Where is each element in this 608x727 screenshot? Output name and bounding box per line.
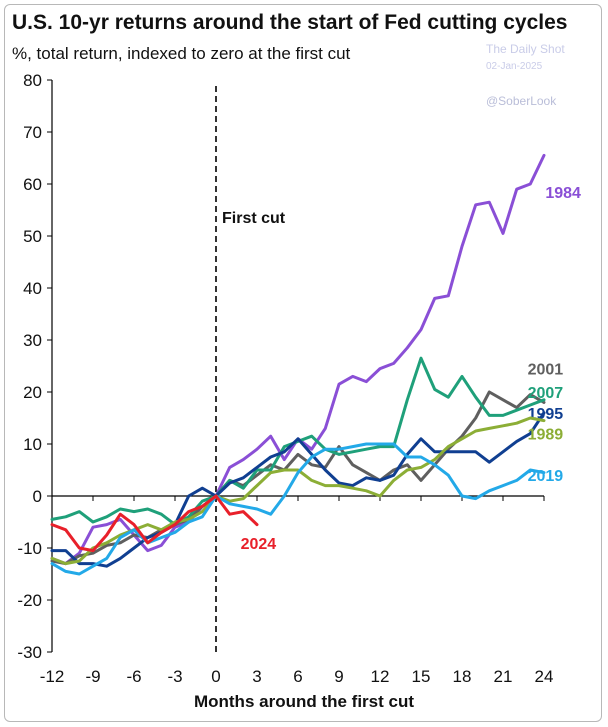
y-tick-label: -20 <box>17 591 42 610</box>
y-tick-label: 0 <box>33 487 42 506</box>
series-line-2007 <box>50 356 546 527</box>
y-tick-label: -30 <box>17 643 42 662</box>
first-cut-annotation: First cut <box>222 210 286 227</box>
y-tick-label: 50 <box>23 227 42 246</box>
series-line-1984 <box>50 153 546 566</box>
y-tick-label: 60 <box>23 175 42 194</box>
x-tick-label: -3 <box>167 667 182 686</box>
x-tick-label: 0 <box>211 667 220 686</box>
series-label-2007: 2007 <box>528 385 564 402</box>
x-tick-label: -9 <box>85 667 100 686</box>
chart-frame <box>4 4 602 722</box>
x-tick-label: 24 <box>535 667 554 686</box>
series-label-2001: 2001 <box>528 362 564 379</box>
series-label-1984: 1984 <box>545 185 581 202</box>
y-tick-label: 80 <box>23 71 42 90</box>
x-tick-label: 12 <box>371 667 390 686</box>
series-line-2024 <box>50 494 259 553</box>
x-tick-label: 18 <box>453 667 472 686</box>
y-tick-label: 20 <box>23 383 42 402</box>
source-watermark: The Daily Shot <box>486 42 565 56</box>
y-tick-label: 70 <box>23 123 42 142</box>
chart-title: U.S. 10-yr returns around the start of F… <box>12 11 568 34</box>
date-watermark: 02-Jan-2025 <box>486 61 543 72</box>
series-line-2019 <box>50 442 546 576</box>
y-tick-label: -10 <box>17 539 42 558</box>
x-tick-label: -12 <box>40 667 65 686</box>
y-tick-label: 40 <box>23 279 42 298</box>
x-tick-label: -6 <box>126 667 141 686</box>
x-tick-label: 15 <box>412 667 431 686</box>
y-tick-label: 30 <box>23 331 42 350</box>
series-line-1995 <box>50 411 546 568</box>
x-axis-label: Months around the first cut <box>193 692 415 711</box>
chart-subtitle: %, total return, indexed to zero at the … <box>12 44 351 63</box>
series-label-2024: 2024 <box>241 536 277 553</box>
y-tick-label: 10 <box>23 435 42 454</box>
x-tick-label: 3 <box>252 667 261 686</box>
series-label-2019: 2019 <box>528 468 564 485</box>
series-line-2001 <box>50 390 546 566</box>
x-tick-label: 21 <box>494 667 513 686</box>
series-label-1989: 1989 <box>528 427 564 444</box>
handle-watermark: @SoberLook <box>486 94 557 108</box>
x-tick-label: 9 <box>334 667 343 686</box>
x-tick-label: 6 <box>293 667 302 686</box>
